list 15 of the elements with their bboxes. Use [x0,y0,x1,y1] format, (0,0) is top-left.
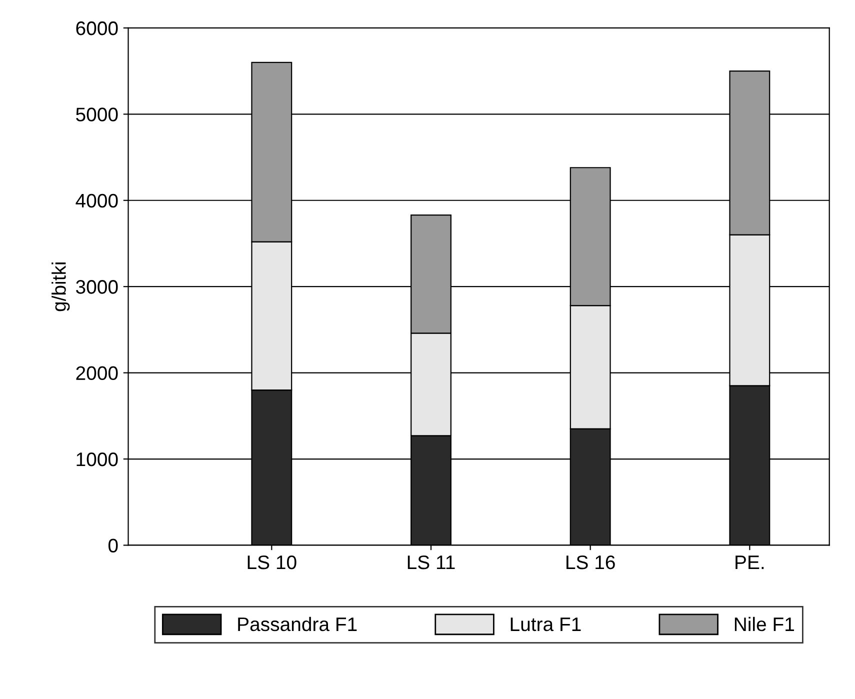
y-tick-label: 1000 [76,452,118,466]
y-tick-label: 6000 [76,21,118,36]
legend-label: Passandra F1 [238,616,357,632]
y-tick-label: 4000 [76,194,118,208]
y-axis-title: g/bitki [52,262,70,312]
x-tick-label: LS 10 [248,555,296,570]
legend-label: Nile F1 [734,616,794,632]
y-tick-label: 0 [108,538,118,552]
x-tick-label: PE. [736,556,764,570]
y-tick-label: 2000 [76,366,118,380]
x-tick-label: LS 11 [408,555,455,570]
legend-label: Lutra F1 [510,618,581,632]
y-tick-label: 3000 [76,280,118,294]
y-tick-label: 5000 [76,108,118,122]
x-tick-label: LS 16 [566,555,615,570]
